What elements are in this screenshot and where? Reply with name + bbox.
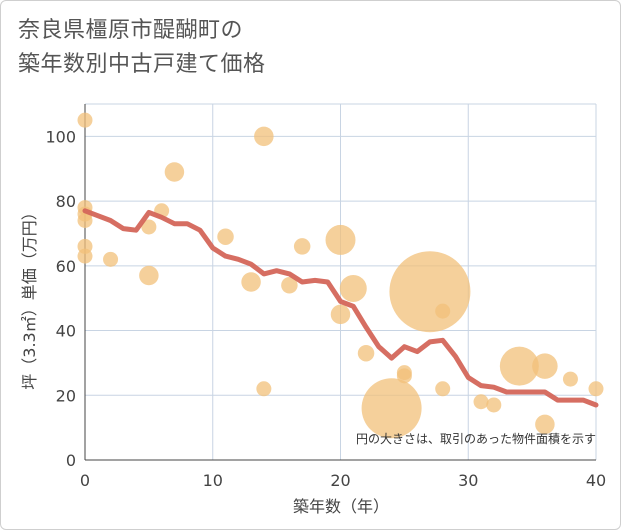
data-bubble xyxy=(164,162,185,182)
data-bubble xyxy=(77,112,93,128)
data-bubble xyxy=(103,251,119,267)
data-bubble xyxy=(435,303,451,319)
y-tick-label: 80 xyxy=(56,192,76,211)
y-tick-label: 60 xyxy=(56,257,76,276)
trend-line xyxy=(82,208,599,408)
y-tick-label: 20 xyxy=(56,386,76,405)
grid xyxy=(85,103,597,460)
x-tick-label: 0 xyxy=(80,471,90,490)
data-bubble xyxy=(241,272,261,292)
data-bubble xyxy=(325,224,356,255)
axis-labels: 0 10 20 30 40 0 20 40 60 80 100 xyxy=(45,127,606,490)
bubbles xyxy=(77,112,604,439)
trend-line-group xyxy=(82,208,599,408)
axes xyxy=(84,104,596,461)
y-tick-label: 0 xyxy=(66,451,76,470)
data-bubble xyxy=(330,304,351,325)
title-line-2: 築年数別中古戸建て価格 xyxy=(18,52,266,77)
data-bubble xyxy=(532,353,558,379)
y-tick-label: 40 xyxy=(56,322,76,341)
data-bubble xyxy=(396,368,412,384)
data-bubble xyxy=(389,251,471,333)
size-note: 円の大きさは、取引のあった物件面積を示す xyxy=(356,431,596,446)
data-bubble xyxy=(535,414,555,435)
data-bubble xyxy=(141,219,157,235)
y-tick-label: 100 xyxy=(45,127,76,146)
data-bubble xyxy=(77,213,93,229)
data-bubble xyxy=(139,265,159,286)
x-tick-label: 10 xyxy=(203,471,223,490)
data-bubble xyxy=(361,378,422,439)
x-tick-label: 20 xyxy=(330,471,350,490)
data-bubble xyxy=(254,126,274,147)
data-bubble xyxy=(435,381,451,397)
data-bubble xyxy=(562,371,578,387)
data-bubble xyxy=(473,394,489,410)
title-line-1: 奈良県橿原市醍醐町の xyxy=(18,18,244,43)
y-axis-title: 坪（3.3㎡）単価（万円） xyxy=(20,204,39,389)
data-bubble xyxy=(486,397,502,413)
data-bubble xyxy=(499,346,539,386)
data-bubble xyxy=(77,248,93,264)
data-bubble xyxy=(357,344,375,362)
data-bubble xyxy=(293,238,311,255)
data-bubble xyxy=(217,228,234,245)
chart-title: 奈良県橿原市醍醐町の 築年数別中古戸建て価格 xyxy=(18,14,266,82)
x-tick-label: 40 xyxy=(586,471,606,490)
data-bubble xyxy=(339,274,367,302)
x-tick-label: 30 xyxy=(458,471,478,490)
data-bubble xyxy=(588,381,604,397)
data-bubble xyxy=(281,276,298,294)
x-axis-title: 築年数（年） xyxy=(293,497,389,516)
data-bubble xyxy=(256,381,272,397)
